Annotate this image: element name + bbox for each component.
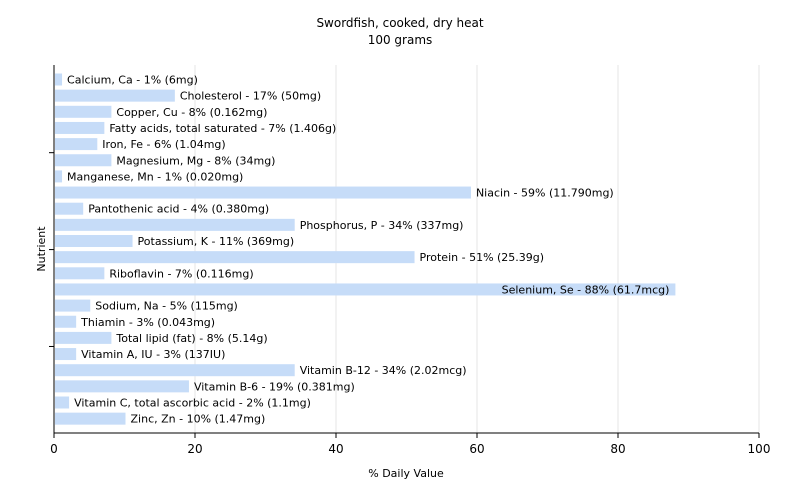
bar-label-8: Pantothenic acid - 4% (0.380mg) [88, 203, 269, 216]
bar-12 [55, 267, 105, 280]
bar-5 [55, 154, 112, 167]
x-tick-label-3: 60 [469, 442, 484, 456]
bar-label-2: Copper, Cu - 8% (0.162mg) [116, 106, 267, 119]
bar-20 [55, 396, 70, 409]
bar-label-1: Cholesterol - 17% (50mg) [180, 90, 321, 103]
bar-label-3: Fatty acids, total saturated - 7% (1.406… [109, 122, 336, 135]
bar-4 [55, 138, 98, 151]
bar-6 [55, 170, 63, 183]
bar-0 [55, 73, 63, 86]
bar-label-19: Vitamin B-6 - 19% (0.381mg) [194, 380, 355, 393]
x-tick-label-2: 40 [328, 442, 343, 456]
x-tick-label-4: 80 [610, 442, 625, 456]
x-axis-label: % Daily Value [368, 467, 444, 480]
bar-3 [55, 121, 105, 134]
bar-1 [55, 89, 175, 102]
axes: 0 20 40 60 80 100 [49, 65, 770, 456]
bar-21 [55, 412, 126, 425]
bar-label-18: Vitamin B-12 - 34% (2.02mcg) [300, 364, 467, 377]
bar-9 [55, 218, 295, 231]
bar-label-0: Calcium, Ca - 1% (6mg) [67, 74, 198, 87]
bar-label-5: Magnesium, Mg - 8% (34mg) [116, 154, 275, 167]
bar-label-16: Total lipid (fat) - 8% (5.14g) [115, 332, 267, 345]
bar-18 [55, 364, 295, 377]
bar-16 [55, 331, 112, 344]
bar-label-14: Sodium, Na - 5% (115mg) [95, 300, 238, 313]
bar-15 [55, 315, 77, 328]
bar-label-6: Manganese, Mn - 1% (0.020mg) [67, 170, 243, 183]
bar-label-11: Protein - 51% (25.39g) [420, 251, 545, 264]
y-axis-label: Nutrient [35, 226, 48, 272]
x-tick-label-1: 20 [187, 442, 202, 456]
bar-label-10: Potassium, K - 11% (369mg) [138, 235, 295, 248]
bar-2 [55, 105, 112, 118]
bar-label-13: Selenium, Se - 88% (61.7mcg) [502, 283, 670, 296]
bar-19 [55, 380, 189, 393]
bar-label-12: Riboflavin - 7% (0.116mg) [109, 267, 253, 280]
bar-8 [55, 202, 84, 215]
bar-13 [55, 283, 676, 296]
x-tick-label-5: 100 [748, 442, 771, 456]
chart-subtitle: 100 grams [368, 33, 433, 47]
bar-label-9: Phosphorus, P - 34% (337mg) [300, 219, 464, 232]
bar-11 [55, 251, 415, 264]
bar-label-4: Iron, Fe - 6% (1.04mg) [102, 138, 225, 151]
bar-label-21: Zinc, Zn - 10% (1.47mg) [131, 413, 266, 426]
bar-label-15: Thiamin - 3% (0.043mg) [80, 316, 215, 329]
bar-label-17: Vitamin A, IU - 3% (137IU) [81, 348, 225, 361]
bar-label-20: Vitamin C, total ascorbic acid - 2% (1.1… [74, 397, 311, 410]
bar-7 [55, 186, 471, 199]
bar-17 [55, 348, 77, 361]
bar-label-7: Niacin - 59% (11.790mg) [476, 187, 614, 200]
bars: Calcium, Ca - 1% (6mg) Cholesterol - 17% … [55, 73, 676, 426]
bar-14 [55, 299, 91, 312]
gridlines [194, 65, 760, 433]
bar-10 [55, 235, 133, 247]
x-tick-label-0: 0 [50, 442, 58, 456]
chart-title: Swordfish, cooked, dry heat [316, 16, 483, 30]
